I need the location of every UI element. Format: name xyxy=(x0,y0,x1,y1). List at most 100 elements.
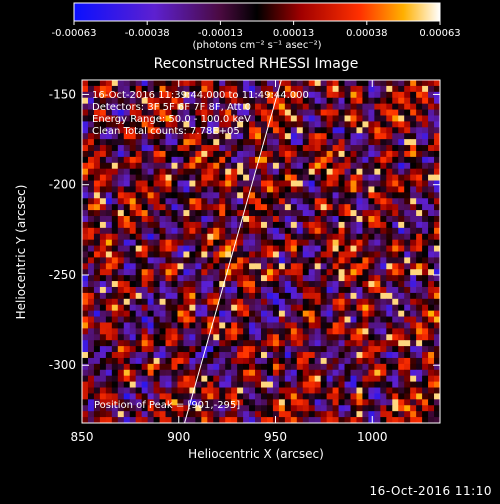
heatmap-cell xyxy=(284,227,292,235)
heatmap-cell xyxy=(153,103,160,110)
heatmap-cell xyxy=(231,322,238,329)
heatmap-cell xyxy=(320,150,328,158)
heatmap-cell xyxy=(87,174,95,181)
heatmap-cell xyxy=(428,286,435,294)
heatmap-cell xyxy=(290,245,298,252)
heatmap-cell xyxy=(207,239,214,246)
heatmap-cell xyxy=(225,227,232,235)
heatmap-cell xyxy=(231,174,238,181)
heatmap-cell xyxy=(290,375,298,382)
heatmap-cell xyxy=(410,387,417,394)
heatmap-cell xyxy=(225,334,232,341)
heatmap-cell xyxy=(183,210,190,217)
heatmap-cell xyxy=(249,168,256,176)
heatmap-cell xyxy=(117,198,125,205)
heatmap-cell xyxy=(350,109,357,116)
heatmap-cell xyxy=(255,174,262,181)
heatmap-cell xyxy=(434,269,440,276)
heatmap-cell xyxy=(272,174,280,181)
heatmap-cell xyxy=(165,251,172,258)
heatmap-cell xyxy=(284,387,292,394)
heatmap-cell xyxy=(422,204,429,211)
heatmap-cell xyxy=(332,115,339,122)
heatmap-cell xyxy=(362,239,369,246)
heatmap-cell xyxy=(428,357,435,365)
heatmap-cell xyxy=(290,204,298,211)
heatmap-cell xyxy=(87,381,95,388)
heatmap-cell xyxy=(201,281,208,288)
heatmap-cell xyxy=(213,180,220,187)
heatmap-cell xyxy=(314,399,322,406)
heatmap-cell xyxy=(410,328,417,335)
heatmap-cell xyxy=(87,145,95,152)
heatmap-cell xyxy=(93,85,101,93)
heatmap-cell xyxy=(416,210,423,217)
heatmap-cell xyxy=(392,334,399,341)
heatmap-cell xyxy=(326,251,333,258)
heatmap-cell xyxy=(428,133,435,140)
heatmap-cell xyxy=(308,121,316,128)
heatmap-cell xyxy=(422,286,429,294)
heatmap-cell xyxy=(153,145,160,152)
heatmap-cell xyxy=(386,399,393,406)
heatmap-cell xyxy=(320,399,328,406)
heatmap-cell xyxy=(320,80,328,87)
heatmap-cell xyxy=(105,115,113,122)
heatmap-cell xyxy=(266,80,274,87)
heatmap-cell xyxy=(380,204,387,211)
heatmap-cell xyxy=(117,204,125,211)
heatmap-cell xyxy=(177,346,184,353)
heatmap-cell xyxy=(87,233,95,241)
heatmap-cell xyxy=(201,162,208,170)
heatmap-cell xyxy=(237,150,244,158)
heatmap-cell xyxy=(129,150,137,158)
heatmap-cell xyxy=(135,139,143,146)
heatmap-cell xyxy=(225,180,232,187)
heatmap-cell xyxy=(362,375,369,382)
heatmap-cell xyxy=(314,150,322,158)
heatmap-cell xyxy=(278,369,286,377)
heatmap-cell xyxy=(207,346,214,353)
heatmap-cell xyxy=(314,393,322,400)
heatmap-cell xyxy=(362,257,369,264)
heatmap-cell xyxy=(368,180,375,187)
heatmap-cell xyxy=(314,133,322,140)
heatmap-cell xyxy=(111,257,119,264)
heatmap-cell xyxy=(225,221,232,229)
heatmap-cell xyxy=(308,204,316,211)
heatmap-cell xyxy=(213,127,220,134)
heatmap-cell xyxy=(290,121,298,128)
heatmap-cell xyxy=(177,233,184,241)
heatmap-cell xyxy=(153,233,160,241)
heatmap-cell xyxy=(129,281,137,288)
heatmap-cell xyxy=(302,150,310,158)
heatmap-cell xyxy=(368,328,375,335)
heatmap-cell xyxy=(326,133,333,140)
heatmap-cell xyxy=(278,80,286,87)
heatmap-cell xyxy=(129,363,137,371)
heatmap-cell xyxy=(314,310,322,317)
heatmap-cell xyxy=(284,292,292,300)
heatmap-cell xyxy=(177,263,184,270)
heatmap-cell xyxy=(290,251,298,258)
heatmap-cell xyxy=(123,162,131,170)
heatmap-cell xyxy=(326,352,333,359)
heatmap-cell xyxy=(111,186,119,193)
heatmap-cell xyxy=(320,346,328,353)
heatmap-cell xyxy=(141,352,149,359)
heatmap-cell xyxy=(249,204,256,211)
heatmap-cell xyxy=(356,316,363,323)
heatmap-cell xyxy=(302,115,310,122)
heatmap-cell xyxy=(332,121,339,128)
heatmap-cell xyxy=(272,417,280,423)
heatmap-cell xyxy=(255,97,262,105)
heatmap-cell xyxy=(147,85,154,93)
heatmap-cell xyxy=(350,281,357,288)
heatmap-cell xyxy=(249,399,256,406)
heatmap-cell xyxy=(326,85,333,93)
heatmap-cell xyxy=(147,352,154,359)
heatmap-cell xyxy=(392,251,399,258)
heatmap-cell xyxy=(153,269,160,276)
heatmap-cell xyxy=(201,127,208,134)
